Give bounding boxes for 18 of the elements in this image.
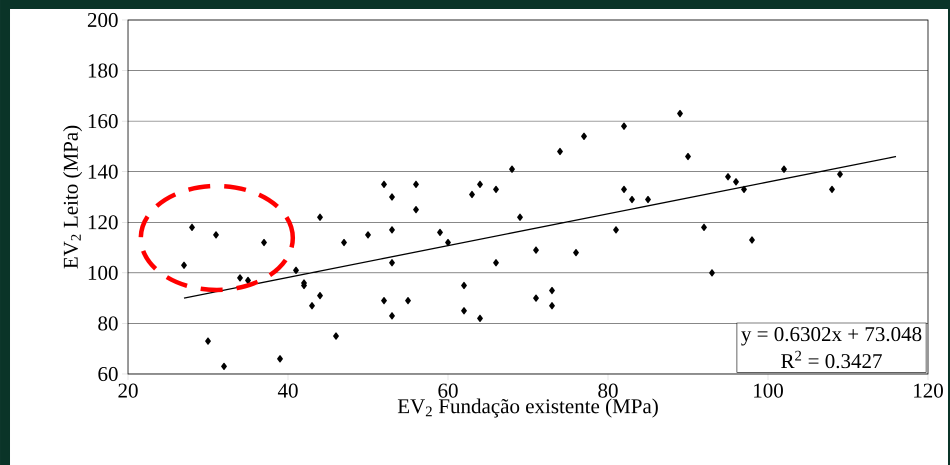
y-tick-label: 140: [88, 164, 118, 179]
y-tick-label: 100: [88, 266, 118, 280]
x-axis-title: EV$_{2}$ Fundação existente (MPa): [398, 398, 658, 418]
x-tick-label: 100: [754, 384, 783, 398]
y-tick-label: 200: [88, 12, 118, 28]
annotation: R$^{2}$ = 0.3427: [781, 350, 882, 368]
annotation: y = 0.6302x + 73.048: [741, 327, 922, 346]
x-tick-label: 80: [598, 384, 618, 398]
y-tick-label: 180: [88, 63, 118, 78]
y-axis-title: EV$_{2}$ Leito (MPa): [63, 126, 82, 269]
y-tick-label: 120: [88, 215, 118, 230]
x-tick-label: 120: [914, 384, 943, 398]
x-tick-label: 60: [438, 384, 458, 398]
x-tick-label: 20: [118, 384, 138, 398]
x-tick-label: 40: [278, 384, 298, 398]
y-tick-label: 60: [98, 366, 118, 382]
y-tick-label: 160: [88, 114, 118, 128]
y-tick-label: 80: [98, 316, 118, 330]
